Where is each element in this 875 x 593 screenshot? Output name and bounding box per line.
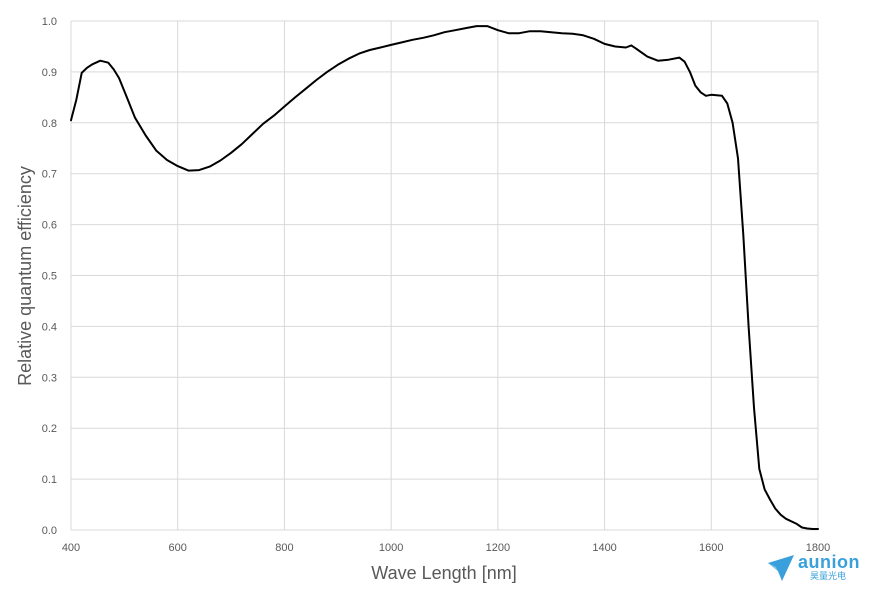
logo-wordmark: aunion — [798, 552, 860, 572]
y-tick-label: 0.0 — [42, 525, 57, 537]
y-tick-label: 0.5 — [42, 271, 57, 283]
y-tick-label: 0.6 — [42, 220, 57, 232]
y-tick-label: 0.4 — [42, 321, 57, 333]
y-tick-label: 1.0 — [42, 16, 57, 28]
x-tick-label: 600 — [169, 542, 187, 554]
y-tick-label: 0.9 — [42, 67, 57, 79]
y-tick-label: 0.2 — [42, 423, 57, 435]
x-tick-labels: 400 600 800 1000 1200 1400 1600 1800 — [62, 542, 830, 554]
y-tick-label: 0.1 — [42, 474, 57, 486]
brand-logo: aunion 昊量光电 — [766, 551, 866, 585]
y-tick-label: 0.8 — [42, 118, 57, 130]
x-tick-label: 1800 — [806, 542, 830, 554]
x-tick-label: 1600 — [699, 542, 723, 554]
y-tick-label: 0.7 — [42, 169, 57, 181]
x-tick-label: 1200 — [486, 542, 510, 554]
x-tick-label: 400 — [62, 542, 80, 554]
logo-subtitle: 昊量光电 — [810, 572, 847, 582]
grid — [71, 20, 819, 530]
axes — [70, 21, 818, 531]
x-tick-label: 800 — [275, 542, 293, 554]
paper-plane-logo-icon — [768, 555, 794, 581]
x-tick-label: 1000 — [379, 542, 403, 554]
series — [70, 25, 819, 530]
x-axis-title: Wave Length [nm] — [371, 563, 516, 583]
series-line-0 — [70, 25, 819, 530]
y-axis-title: Relative quantum efficiency — [15, 166, 35, 386]
x-tick-label: 1400 — [592, 542, 616, 554]
y-tick-labels: 0.0 0.1 0.2 0.3 0.4 0.5 0.6 0.7 0.8 0.9 1.0 — [42, 16, 57, 537]
y-tick-label: 0.3 — [42, 372, 57, 384]
